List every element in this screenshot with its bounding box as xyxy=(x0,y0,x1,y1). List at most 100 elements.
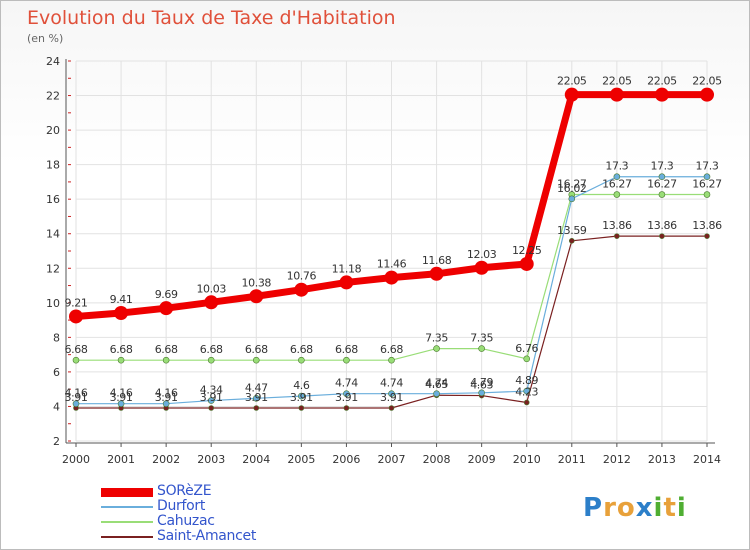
data-label: 6.68 xyxy=(380,343,403,356)
series-point xyxy=(252,395,260,402)
legend-label: SORèZE xyxy=(157,483,212,499)
data-label: 11.68 xyxy=(422,254,452,267)
series-point xyxy=(298,392,305,400)
y-tick-label: 2 xyxy=(53,435,60,448)
logo-letter: i xyxy=(676,493,687,523)
data-label: 4.74 xyxy=(425,377,448,390)
data-label: 6.68 xyxy=(110,343,133,356)
x-tick-label: 2010 xyxy=(513,453,541,466)
data-label: 4.63 xyxy=(470,379,493,392)
legend-swatch xyxy=(101,487,153,497)
x-tick-label: 2011 xyxy=(558,453,586,466)
data-label: 3.91 xyxy=(65,391,88,404)
series-point xyxy=(703,173,711,181)
series-point xyxy=(433,390,440,397)
data-label: 6.68 xyxy=(155,343,178,356)
data-label: 3.91 xyxy=(155,391,178,404)
data-label: 9.41 xyxy=(110,293,133,306)
series-point xyxy=(388,390,395,397)
data-label: 10.03 xyxy=(196,282,226,295)
series-point xyxy=(609,87,624,102)
series-point xyxy=(523,355,531,363)
series-point xyxy=(654,87,669,102)
series-point xyxy=(294,282,309,297)
series-point xyxy=(429,266,444,281)
data-label: 6.76 xyxy=(515,342,538,355)
y-tick-label: 18 xyxy=(46,159,60,172)
logo-letter: r xyxy=(603,493,617,523)
data-label: 7.35 xyxy=(425,332,448,345)
data-label: 4.74 xyxy=(335,377,358,390)
series-point xyxy=(384,270,399,285)
data-label: 12.25 xyxy=(512,244,542,257)
logo-letter: x xyxy=(635,493,654,523)
y-tick-label: 6 xyxy=(53,366,60,379)
data-label: 13.86 xyxy=(692,219,722,232)
legend-label: Cahuzac xyxy=(157,513,215,529)
series-point xyxy=(388,356,395,364)
series-point xyxy=(568,195,576,203)
series-point xyxy=(117,400,125,407)
data-label: 13.86 xyxy=(647,219,677,232)
data-label: 22.05 xyxy=(557,75,587,88)
data-label: 4.79 xyxy=(470,376,493,389)
data-label: 16.02 xyxy=(557,182,587,195)
series-point xyxy=(72,400,80,407)
series-point xyxy=(703,191,711,198)
data-label: 4.34 xyxy=(200,384,223,397)
series-point xyxy=(433,345,440,352)
data-label: 4.16 xyxy=(110,387,133,400)
y-tick-label: 12 xyxy=(46,262,60,275)
series-point xyxy=(700,87,714,102)
series-group xyxy=(69,87,714,411)
data-label: 6.68 xyxy=(65,343,88,356)
data-label: 16.27 xyxy=(602,178,632,191)
x-tick-label: 2003 xyxy=(197,453,225,466)
data-label: 22.05 xyxy=(692,75,722,88)
series-point xyxy=(564,87,579,102)
y-tick-label: 22 xyxy=(46,90,60,103)
series-point xyxy=(117,356,125,364)
data-label: 13.59 xyxy=(557,224,587,237)
y-tick-label: 8 xyxy=(53,331,60,344)
data-label: 16.27 xyxy=(557,178,587,191)
series-point xyxy=(704,233,710,239)
data-label: 9.69 xyxy=(155,288,178,301)
series-point xyxy=(474,260,489,275)
data-label: 4.23 xyxy=(515,385,538,398)
series-point xyxy=(658,191,666,198)
data-label: 6.68 xyxy=(245,343,268,356)
chart-title: Evolution du Taux de Taxe d'Habitation xyxy=(27,7,396,29)
y-tick-label: 16 xyxy=(46,193,60,206)
data-label: 6.68 xyxy=(290,343,313,356)
logo-letter: t xyxy=(663,493,677,523)
series-point xyxy=(568,238,575,244)
series-point xyxy=(208,405,215,411)
logo-letter: i xyxy=(653,493,664,523)
series-point xyxy=(159,301,174,316)
x-tick-label: 2013 xyxy=(648,453,676,466)
series-point xyxy=(613,191,621,198)
series-point xyxy=(343,356,350,364)
data-label: 4.16 xyxy=(65,387,88,400)
data-label: 4.47 xyxy=(245,381,268,394)
legend-swatch xyxy=(101,536,153,538)
legend-label: Durfort xyxy=(157,498,206,514)
data-label: 16.27 xyxy=(647,178,677,191)
series-point xyxy=(614,233,620,239)
data-label: 4.89 xyxy=(515,374,538,387)
x-tick-label: 2005 xyxy=(287,453,315,466)
data-label: 22.05 xyxy=(602,75,632,88)
data-labels: 3.91 3.91 3.91 3.91 3.91 3.91 3.91 3.91 4.65 4.63… xyxy=(65,75,723,404)
x-tick-label: 2006 xyxy=(332,453,360,466)
x-tick-label: 2001 xyxy=(107,453,135,466)
x-tick-label: 2004 xyxy=(242,453,270,466)
data-label: 17.3 xyxy=(696,160,719,173)
y-tick-label: 24 xyxy=(46,55,60,68)
x-tick-label: 2014 xyxy=(693,453,721,466)
series-point xyxy=(204,295,219,310)
series-point xyxy=(613,173,621,181)
